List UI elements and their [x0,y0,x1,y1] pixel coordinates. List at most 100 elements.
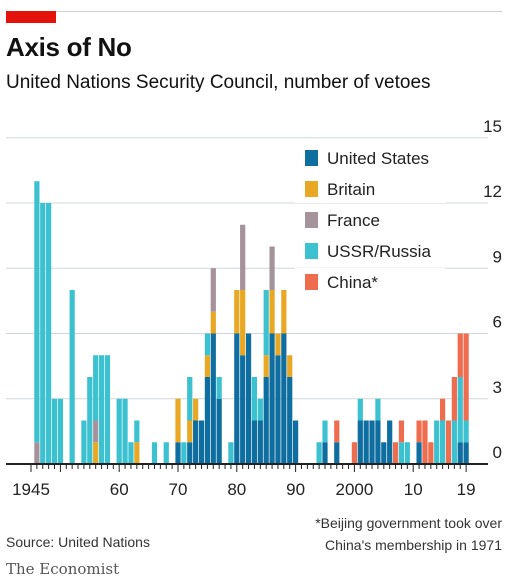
y-tick-label: 9 [493,247,502,266]
bar-segment [363,420,369,464]
legend-item-bg [295,144,445,172]
x-tick-label: 1945 [12,480,50,499]
bar-segment [375,420,381,464]
bar-segment [175,442,181,464]
legend-label: USSR/Russia [327,242,431,261]
bar-segment [457,442,463,464]
bar-segment [187,442,193,464]
bar-segment [269,333,275,464]
bar-segment [234,290,240,334]
bar-segment [422,420,428,464]
bar-segment [98,355,105,464]
x-tick-label: 60 [110,480,129,499]
bar-segment [287,355,293,377]
bar-segment [451,420,457,464]
bar-segment [163,442,169,464]
chart-title: Axis of No [6,32,132,62]
bar-segment [216,398,222,464]
bar-segment [445,420,452,464]
source-note: Source: United Nations [6,534,150,550]
bar-segment [257,398,263,421]
y-tick-label: 3 [493,378,502,397]
bar-segment [457,377,463,443]
bar-segment [81,420,87,464]
x-tick-label: 19 [457,480,476,499]
bar-segment [334,442,340,464]
y-tick-label: 0 [493,443,502,462]
bar-segment [281,333,287,464]
bar-segment [257,420,263,464]
bar-segment [293,420,299,464]
bar-segment [128,442,134,464]
legend-item-bg [295,237,445,265]
bar-segment [281,290,287,334]
bar-segment [93,442,99,464]
y-tick-label: 15 [483,117,502,136]
bar-segment [34,181,40,443]
bar-segment [181,442,187,464]
bar-segment [263,377,269,464]
legend-label: Britain [327,180,375,199]
legend-swatch [305,181,318,197]
bar-segment [351,442,357,464]
bar-segment [463,442,469,464]
bar-segment [104,355,111,464]
bar-segment [204,333,210,356]
bar-segment [151,442,158,464]
bar-segment [434,420,440,464]
bar-segment [122,398,128,464]
chart-subtitle: United Nations Security Council, number … [6,72,431,93]
footnote: *Beijing government took over China's me… [315,512,502,556]
bar-segment [69,290,75,464]
x-tick-label: 2000 [335,480,373,499]
bar-segment [357,420,363,464]
bar-segment [316,442,322,464]
bar-segment [210,333,216,464]
bar-segment [187,420,193,443]
bar-segment [240,224,246,290]
bar-segment [369,420,375,464]
x-tick-label: 10 [404,480,423,499]
bar-segment [269,290,275,334]
bar-segment [175,398,181,443]
bar-segment [134,420,140,443]
bar-segment [322,420,328,443]
bar-segment [40,203,46,464]
legend-label: China* [327,273,378,292]
bar-segment [210,311,216,334]
bar-segment [428,442,434,464]
legend-item-bg [295,175,445,203]
bar-segment [210,268,216,312]
bar-segment [204,355,210,377]
bar-segment [398,442,405,464]
bar-segment [228,442,234,464]
bar-segment [216,377,222,399]
bar-segment [287,377,293,464]
bar-segment [234,333,240,464]
footnote-line-1: *Beijing government took over [315,515,502,531]
bar-segment [134,442,140,464]
bar-segment [398,420,405,443]
bar-segment [34,442,40,464]
bar-segment [392,442,399,464]
bar-segment [457,333,463,377]
bar-segment [416,442,422,464]
legend-swatch [305,150,318,166]
bar-segment [240,290,246,356]
bar-segment [240,355,246,464]
legend-item-bg [295,206,445,234]
x-tick-label: 70 [169,480,188,499]
bar-segment [46,203,52,464]
publisher-logo-text: The Economist [6,560,120,578]
bar-segment [375,398,381,421]
brand-red-tab [6,11,56,23]
bar-segment [193,420,199,464]
bar-segment [93,355,99,421]
chart-card: Axis of No United Nations Security Counc… [6,0,502,581]
bar-segment [463,420,469,443]
bar-segment [251,420,258,464]
bar-segment [322,442,328,464]
bar-segment [275,355,281,464]
y-tick-label: 12 [483,182,502,201]
top-rule [6,11,502,12]
